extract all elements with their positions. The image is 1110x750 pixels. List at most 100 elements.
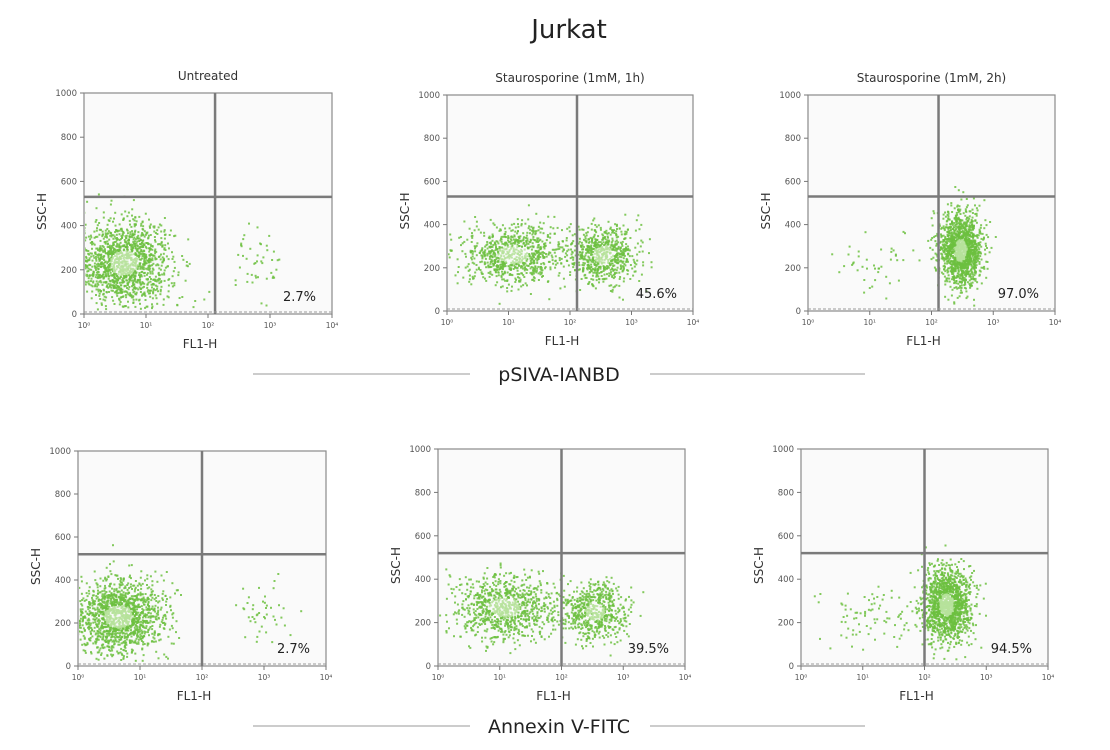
point — [946, 238, 949, 240]
point — [969, 252, 972, 255]
point — [965, 263, 968, 266]
point — [92, 281, 95, 284]
point — [272, 275, 275, 278]
point — [487, 266, 490, 269]
point — [966, 281, 969, 284]
point — [610, 243, 613, 246]
point — [614, 260, 617, 263]
point — [944, 238, 947, 241]
point — [92, 273, 95, 276]
point — [931, 248, 934, 251]
point — [113, 255, 116, 258]
point — [136, 633, 139, 636]
point — [124, 235, 127, 238]
point — [109, 262, 112, 265]
point — [585, 232, 588, 235]
row-label-top: pSIVA-IANBD — [253, 364, 865, 386]
point — [115, 240, 118, 243]
point — [471, 255, 474, 258]
point — [109, 251, 112, 254]
point — [610, 284, 613, 287]
point — [137, 611, 140, 614]
point — [152, 289, 155, 292]
point — [548, 251, 551, 254]
point — [139, 274, 142, 277]
point — [487, 271, 490, 274]
point — [135, 266, 138, 269]
x-tick-label: 10² — [202, 321, 215, 330]
point — [123, 263, 126, 266]
point — [136, 240, 139, 243]
point — [97, 273, 100, 276]
point — [961, 225, 964, 228]
point — [952, 245, 955, 248]
point — [544, 267, 546, 270]
point — [986, 267, 989, 270]
point — [131, 232, 134, 235]
point — [957, 236, 960, 239]
point — [117, 273, 120, 276]
point — [541, 269, 544, 272]
point — [602, 234, 605, 237]
point — [119, 301, 122, 303]
point — [473, 229, 476, 232]
point — [607, 247, 609, 250]
point — [138, 237, 141, 240]
point — [141, 266, 144, 269]
point — [581, 254, 583, 256]
point — [127, 238, 130, 241]
point — [122, 217, 125, 220]
point — [964, 236, 967, 239]
point — [130, 296, 133, 299]
point — [456, 258, 459, 261]
point — [597, 275, 600, 278]
point — [954, 224, 957, 227]
point — [498, 302, 501, 305]
point — [171, 627, 174, 630]
point — [566, 250, 569, 253]
point — [605, 265, 608, 268]
point — [116, 265, 119, 268]
point — [503, 248, 506, 251]
point — [529, 293, 532, 295]
point — [120, 630, 123, 633]
point — [138, 215, 141, 218]
point — [256, 260, 258, 263]
point — [92, 254, 95, 257]
x-tick-label: 10⁰ — [802, 318, 815, 327]
point — [158, 274, 161, 277]
point — [612, 229, 615, 232]
point — [178, 637, 181, 639]
point — [969, 259, 972, 261]
point — [250, 273, 253, 276]
point — [572, 256, 575, 259]
point — [631, 255, 634, 258]
x-axis-label: FL1-H — [177, 689, 212, 703]
point — [89, 637, 92, 639]
point — [131, 285, 133, 288]
point — [603, 244, 605, 247]
point — [449, 233, 452, 236]
point — [150, 253, 153, 256]
point — [525, 243, 528, 246]
point — [148, 254, 151, 257]
point — [549, 266, 552, 269]
point — [539, 247, 542, 250]
point — [603, 273, 606, 276]
point — [500, 267, 503, 270]
point — [123, 614, 126, 617]
point — [578, 257, 581, 260]
point — [577, 225, 580, 228]
point — [953, 222, 956, 224]
point — [139, 252, 142, 255]
point — [502, 273, 505, 276]
point — [173, 266, 176, 269]
point — [95, 263, 98, 266]
point — [110, 199, 113, 202]
point — [107, 255, 110, 257]
point — [123, 285, 126, 288]
point — [596, 253, 599, 256]
point — [619, 259, 622, 262]
point — [106, 596, 109, 599]
point — [940, 257, 943, 260]
